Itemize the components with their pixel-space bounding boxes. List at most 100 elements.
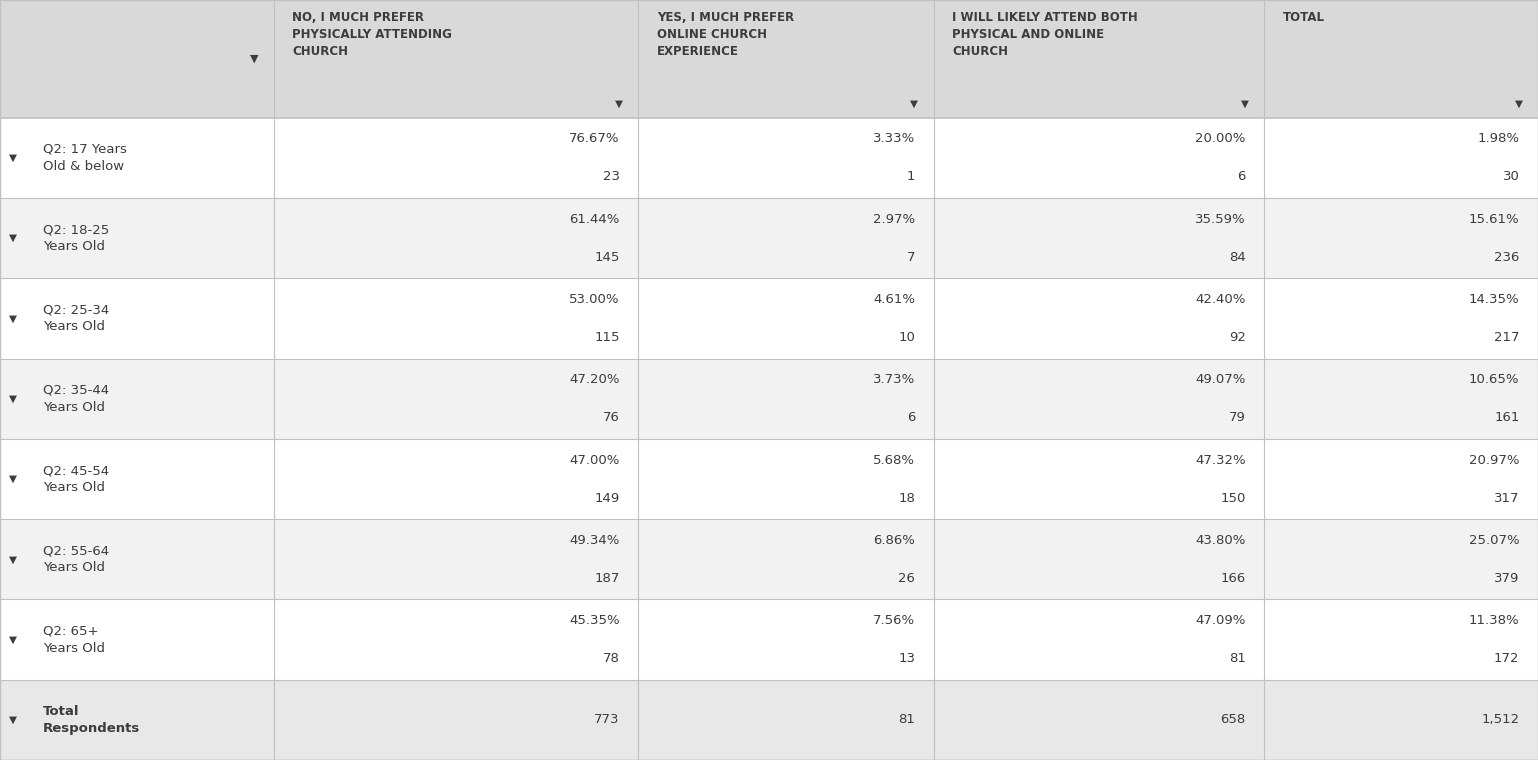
Text: 35.59%: 35.59% [1195,213,1246,226]
Text: 47.00%: 47.00% [569,454,620,467]
Text: YES, I MUCH PREFER
ONLINE CHURCH
EXPERIENCE: YES, I MUCH PREFER ONLINE CHURCH EXPERIE… [657,11,794,59]
Text: ▼: ▼ [9,715,17,725]
Bar [274,118,638,198]
Text: 78: 78 [603,652,620,665]
Text: 20.97%: 20.97% [1469,454,1520,467]
Bar [1264,278,1538,359]
Bar [934,600,1264,679]
Text: 15.61%: 15.61% [1469,213,1520,226]
Text: 42.40%: 42.40% [1195,293,1246,306]
Text: 10: 10 [898,331,915,344]
Text: 145: 145 [595,251,620,264]
Text: 30: 30 [1503,170,1520,183]
Text: 150: 150 [1221,492,1246,505]
Text: 26: 26 [898,572,915,584]
Bar [638,600,934,679]
Text: 773: 773 [594,714,620,727]
Bar [1264,519,1538,600]
Text: 43.80%: 43.80% [1195,534,1246,546]
Bar [638,519,934,600]
Text: Q2: 17 Years
Old & below: Q2: 17 Years Old & below [43,143,128,173]
Bar [0,359,274,439]
Bar [934,0,1264,118]
Text: ▼: ▼ [1241,99,1249,109]
Text: ▼: ▼ [9,554,17,565]
Text: 53.00%: 53.00% [569,293,620,306]
Bar [1264,359,1538,439]
Bar [274,439,638,519]
Text: 92: 92 [1229,331,1246,344]
Text: 20.00%: 20.00% [1195,132,1246,145]
Bar [0,519,274,600]
Text: 2.97%: 2.97% [874,213,915,226]
Bar [274,0,638,118]
Bar [638,359,934,439]
Text: 49.34%: 49.34% [569,534,620,546]
Text: I WILL LIKELY ATTEND BOTH
PHYSICAL AND ONLINE
CHURCH: I WILL LIKELY ATTEND BOTH PHYSICAL AND O… [952,11,1138,59]
Text: 18: 18 [898,492,915,505]
Text: 166: 166 [1221,572,1246,584]
Text: 658: 658 [1221,714,1246,727]
Text: 217: 217 [1493,331,1520,344]
Text: Q2: 35-44
Years Old: Q2: 35-44 Years Old [43,384,109,413]
Text: Q2: 45-54
Years Old: Q2: 45-54 Years Old [43,464,109,494]
Bar [638,278,934,359]
Text: 13: 13 [898,652,915,665]
Text: ▼: ▼ [1515,99,1523,109]
Bar [0,679,274,760]
Text: 76: 76 [603,411,620,424]
Text: 1: 1 [906,170,915,183]
Bar [934,679,1264,760]
Text: 317: 317 [1493,492,1520,505]
Text: ▼: ▼ [910,99,918,109]
Text: 10.65%: 10.65% [1469,373,1520,386]
Bar [1264,600,1538,679]
Text: 25.07%: 25.07% [1469,534,1520,546]
Text: 161: 161 [1495,411,1520,424]
Text: 7.56%: 7.56% [874,614,915,627]
Text: 79: 79 [1229,411,1246,424]
Bar [638,439,934,519]
Text: 14.35%: 14.35% [1469,293,1520,306]
Text: 6: 6 [1238,170,1246,183]
Bar [274,679,638,760]
Text: 11.38%: 11.38% [1469,614,1520,627]
Text: ▼: ▼ [249,54,258,64]
Text: 4.61%: 4.61% [874,293,915,306]
Text: 76.67%: 76.67% [569,132,620,145]
Bar [274,600,638,679]
Text: 81: 81 [1229,652,1246,665]
Text: ▼: ▼ [9,233,17,243]
Bar [638,198,934,278]
Text: 6.86%: 6.86% [874,534,915,546]
Bar [0,439,274,519]
Text: 47.32%: 47.32% [1195,454,1246,467]
Text: 1.98%: 1.98% [1478,132,1520,145]
Text: ▼: ▼ [9,474,17,484]
Text: ▼: ▼ [9,394,17,404]
Text: Q2: 55-64
Years Old: Q2: 55-64 Years Old [43,544,109,575]
Bar [1264,0,1538,118]
Text: 172: 172 [1493,652,1520,665]
Text: 47.09%: 47.09% [1195,614,1246,627]
Text: 187: 187 [595,572,620,584]
Bar [1264,679,1538,760]
Bar [934,278,1264,359]
Bar [274,519,638,600]
Bar [0,0,274,118]
Bar [0,118,274,198]
Text: 115: 115 [594,331,620,344]
Text: ▼: ▼ [9,153,17,163]
Text: 7: 7 [906,251,915,264]
Text: Q2: 25-34
Years Old: Q2: 25-34 Years Old [43,303,109,334]
Bar [638,0,934,118]
Text: ▼: ▼ [615,99,623,109]
Bar [934,118,1264,198]
Text: 81: 81 [898,714,915,727]
Text: 5.68%: 5.68% [874,454,915,467]
Text: 3.33%: 3.33% [874,132,915,145]
Text: 47.20%: 47.20% [569,373,620,386]
Bar [1264,439,1538,519]
Bar [274,198,638,278]
Text: 49.07%: 49.07% [1195,373,1246,386]
